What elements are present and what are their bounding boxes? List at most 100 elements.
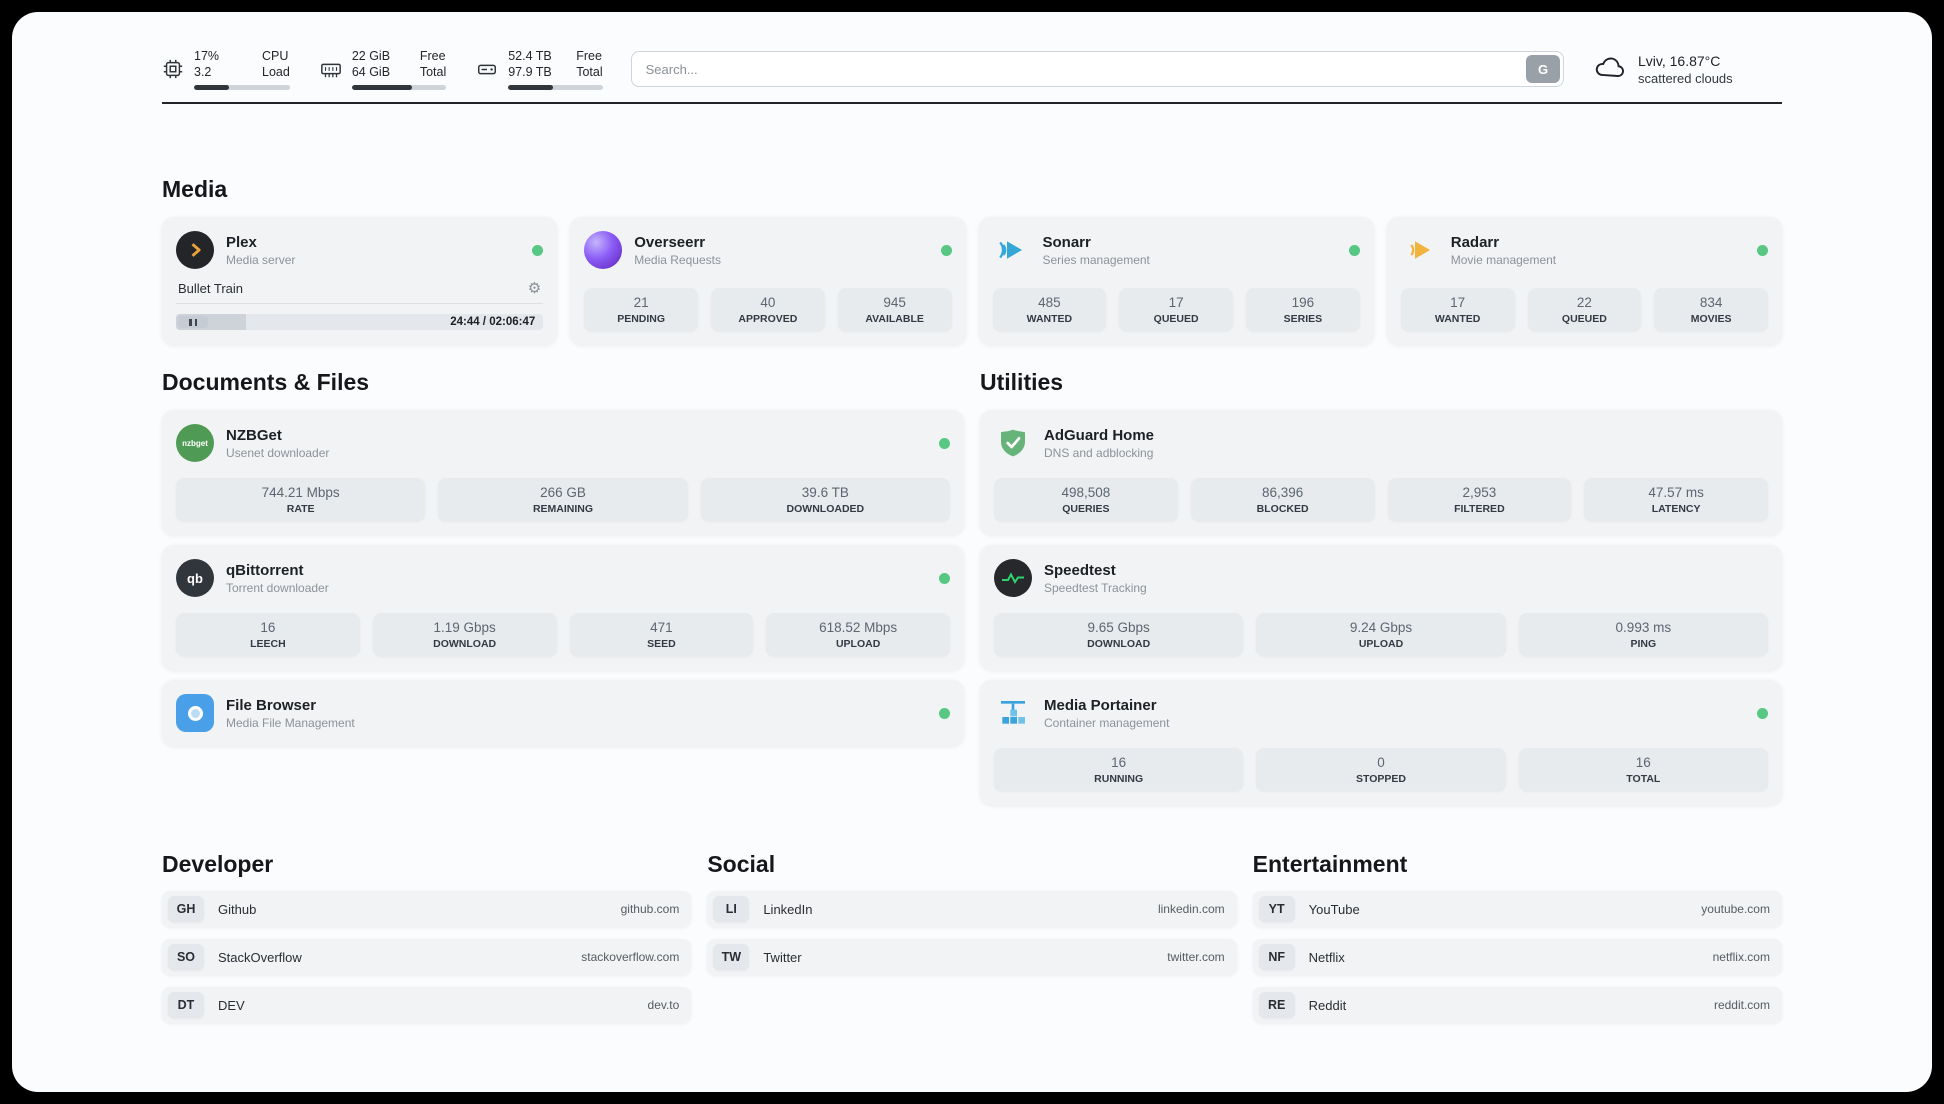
cpu-icon [162,58,184,80]
bookmark-abbr: TW [713,944,750,970]
bookmark-youtube[interactable]: YT YouTube youtube.com [1252,891,1782,927]
app-name: AdGuard Home [1044,426,1155,444]
bookmark-netflix[interactable]: NF Netflix netflix.com [1252,939,1782,975]
pause-button[interactable] [178,316,208,328]
ram-icon [320,58,342,80]
stat-approved: 40 APPROVED [711,288,825,331]
app-subtitle: DNS and adblocking [1044,445,1154,460]
cpu-load-label: Load [262,64,290,79]
app-card-portainer[interactable]: Media Portainer Container management 16 … [980,680,1782,805]
app-card-sonarr[interactable]: Sonarr Series management 485 WANTED 17 Q… [978,217,1374,345]
section-title-entertainment: Entertainment [1252,851,1408,877]
search-input[interactable] [630,51,1564,87]
cpu-widget: 17% 3.2 CPU Load [162,49,290,90]
status-dot [939,707,950,719]
bookmark-abbr: LI [713,896,750,922]
ram-total-value: 64 GiB [351,64,391,79]
bookmark-reddit[interactable]: RE Reddit reddit.com [1252,987,1782,1023]
bookmark-url: stackoverflow.com [581,950,680,964]
app-name: File Browser [226,696,317,714]
bookmark-url: reddit.com [1713,998,1770,1012]
app-card-nzbget[interactable]: nzbget NZBGet Usenet downloader 744.21 M… [162,410,964,535]
stat-queries: 498,508 QUERIES [994,478,1178,521]
stat-movies: 834 MOVIES [1654,288,1768,331]
cpu-load-value: 3.2 [194,64,212,79]
cpu-label: CPU [262,48,289,63]
stat-download: 1.19 Gbps DOWNLOAD [372,613,557,656]
plex-now-playing: Bullet Train ⚙ 24:44 / 02:06:47 [176,271,544,331]
section-media: Media Plex Media server Bullet Train [162,176,1782,345]
status-dot [940,244,952,256]
stat-download: 9.65 Gbps DOWNLOAD [994,613,1244,656]
stat-stopped: 0 STOPPED [1256,748,1506,791]
gear-icon[interactable]: ⚙ [527,280,542,297]
ram-free-value: 22 GiB [351,48,391,63]
app-subtitle: Media Requests [634,252,721,267]
bookmark-github[interactable]: GH Github github.com [162,891,692,927]
topbar: 17% 3.2 CPU Load [162,12,1782,100]
disk-free-value: 52.4 TB [508,48,552,63]
bookmark-abbr: SO [168,944,204,970]
app-card-overseerr[interactable]: Overseerr Media Requests 21 PENDING 40 A… [570,217,966,345]
bookmark-abbr: RE [1258,992,1295,1018]
app-card-speedtest[interactable]: Speedtest Speedtest Tracking 9.65 Gbps D… [980,545,1782,670]
disk-total-label: Total [576,64,603,79]
stat-leech: 16 LEECH [176,613,360,656]
stat-ping: 0.993 ms PING [1518,613,1768,656]
adguard-icon [994,424,1032,462]
weather-widget: Lviv, 16.87°C scattered clouds [1592,53,1782,86]
stat-rate: 744.21 Mbps RATE [176,478,426,521]
weather-condition: scattered clouds [1638,70,1733,86]
app-name: NZBGet [226,426,282,444]
bookmark-twitter[interactable]: TW Twitter twitter.com [707,939,1237,975]
bookmark-name: Reddit [1308,997,1347,1013]
stat-remaining: 266 GB REMAINING [438,478,688,521]
bookmark-abbr: NF [1258,944,1295,970]
app-name: Radarr [1450,233,1500,251]
speedtest-icon [994,559,1032,597]
bookmark-group-developer: Developer GH Github github.com SO StackO… [162,851,692,1023]
app-card-radarr[interactable]: Radarr Movie management 17 WANTED 22 QUE… [1386,217,1782,345]
app-subtitle: Container management [1044,715,1170,730]
bookmark-linkedin[interactable]: LI LinkedIn linkedin.com [707,891,1237,927]
system-widgets: 17% 3.2 CPU Load [162,49,603,90]
bookmark-abbr: DT [168,992,204,1018]
disk-total-value: 97.9 TB [508,64,552,79]
section-documents: Documents & Files nzbget NZBGet Usenet d… [162,369,964,805]
app-subtitle: Torrent downloader [226,580,329,595]
app-subtitle: Usenet downloader [226,445,330,460]
nzbget-icon: nzbget [176,424,214,462]
bookmark-name: DEV [218,997,245,1013]
app-name: Plex [226,233,257,251]
bookmark-stackoverflow[interactable]: SO StackOverflow stackoverflow.com [162,939,692,975]
app-card-adguard[interactable]: AdGuard Home DNS and adblocking 498,508 … [980,410,1782,535]
qbittorrent-icon: qb [176,559,214,597]
bookmark-group-entertainment: Entertainment YT YouTube youtube.com NF … [1252,851,1782,1023]
status-dot [1348,244,1360,256]
bookmark-url: twitter.com [1167,950,1225,964]
app-name: Media Portainer [1044,696,1157,714]
bookmark-dev[interactable]: DT DEV dev.to [162,987,692,1023]
status-dot [1757,244,1768,256]
app-subtitle: Speedtest Tracking [1044,580,1147,595]
bookmark-url: linkedin.com [1157,902,1225,916]
ram-total-label: Total [419,64,447,79]
stat-downloaded: 39.6 TB DOWNLOADED [700,478,950,521]
search-engine-button[interactable]: G [1526,55,1560,83]
app-card-qbittorrent[interactable]: qb qBittorrent Torrent downloader 16 LEE… [162,545,964,670]
app-card-filebrowser[interactable]: File Browser Media File Management [162,680,964,746]
playback-controls: 24:44 / 02:06:47 [176,313,544,331]
app-card-plex[interactable]: Plex Media server Bullet Train ⚙ [162,217,558,345]
stat-seed: 471 SEED [569,613,754,656]
section-title-utilities: Utilities [980,369,1064,395]
bookmark-group-social: Social LI LinkedIn linkedin.com TW Twitt… [707,851,1237,1023]
app-name: Speedtest [1044,561,1116,579]
stat-wanted: 485 WANTED [992,288,1107,331]
app-name: Overseerr [634,233,706,251]
filebrowser-icon [176,694,214,732]
status-dot [939,572,950,584]
status-dot [939,437,950,449]
app-subtitle: Media server [226,252,296,267]
stat-upload: 9.24 Gbps UPLOAD [1256,613,1506,656]
plex-icon [176,231,214,269]
